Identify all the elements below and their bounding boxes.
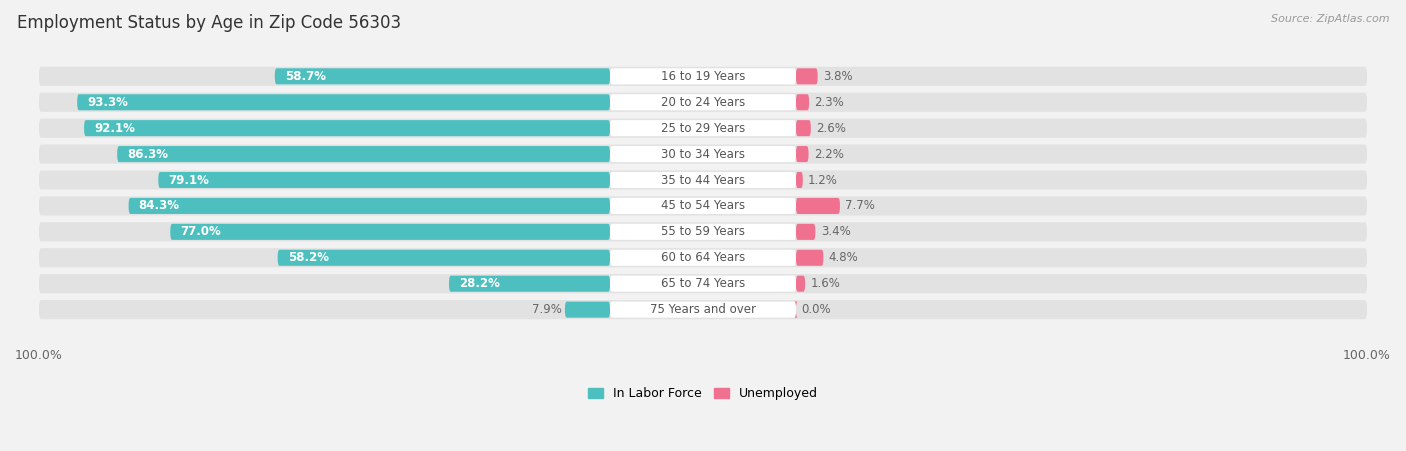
FancyBboxPatch shape: [610, 276, 796, 292]
FancyBboxPatch shape: [39, 196, 1367, 216]
FancyBboxPatch shape: [796, 120, 811, 136]
Text: 20 to 24 Years: 20 to 24 Years: [661, 96, 745, 109]
Text: 35 to 44 Years: 35 to 44 Years: [661, 174, 745, 187]
Text: 2.2%: 2.2%: [814, 147, 844, 161]
Text: 1.6%: 1.6%: [810, 277, 841, 290]
FancyBboxPatch shape: [128, 198, 610, 214]
FancyBboxPatch shape: [610, 172, 796, 188]
Legend: In Labor Force, Unemployed: In Labor Force, Unemployed: [588, 387, 818, 400]
FancyBboxPatch shape: [39, 300, 1367, 319]
FancyBboxPatch shape: [796, 146, 808, 162]
Text: 7.9%: 7.9%: [531, 303, 561, 316]
Text: 75 Years and over: 75 Years and over: [650, 303, 756, 316]
Text: 79.1%: 79.1%: [169, 174, 209, 187]
Text: 28.2%: 28.2%: [458, 277, 499, 290]
FancyBboxPatch shape: [39, 119, 1367, 138]
Text: 30 to 34 Years: 30 to 34 Years: [661, 147, 745, 161]
FancyBboxPatch shape: [39, 144, 1367, 164]
Text: Employment Status by Age in Zip Code 56303: Employment Status by Age in Zip Code 563…: [17, 14, 401, 32]
Text: 92.1%: 92.1%: [94, 122, 135, 135]
FancyBboxPatch shape: [84, 120, 610, 136]
FancyBboxPatch shape: [39, 222, 1367, 241]
FancyBboxPatch shape: [796, 250, 824, 266]
Text: 3.4%: 3.4%: [821, 226, 851, 238]
FancyBboxPatch shape: [796, 198, 839, 214]
FancyBboxPatch shape: [610, 250, 796, 266]
FancyBboxPatch shape: [796, 172, 803, 188]
FancyBboxPatch shape: [39, 274, 1367, 293]
FancyBboxPatch shape: [39, 248, 1367, 267]
FancyBboxPatch shape: [274, 68, 610, 84]
Text: 1.2%: 1.2%: [808, 174, 838, 187]
FancyBboxPatch shape: [610, 120, 796, 136]
Text: 58.7%: 58.7%: [285, 70, 326, 83]
Text: 3.8%: 3.8%: [823, 70, 852, 83]
Text: 2.3%: 2.3%: [814, 96, 844, 109]
Text: 25 to 29 Years: 25 to 29 Years: [661, 122, 745, 135]
FancyBboxPatch shape: [610, 302, 796, 318]
FancyBboxPatch shape: [117, 146, 610, 162]
Text: Source: ZipAtlas.com: Source: ZipAtlas.com: [1271, 14, 1389, 23]
Text: 2.6%: 2.6%: [815, 122, 846, 135]
Text: 4.8%: 4.8%: [828, 251, 859, 264]
FancyBboxPatch shape: [277, 250, 610, 266]
Text: 93.3%: 93.3%: [87, 96, 128, 109]
Text: 58.2%: 58.2%: [288, 251, 329, 264]
FancyBboxPatch shape: [796, 94, 808, 110]
Text: 7.7%: 7.7%: [845, 199, 875, 212]
FancyBboxPatch shape: [77, 94, 610, 110]
FancyBboxPatch shape: [449, 276, 610, 292]
Text: 45 to 54 Years: 45 to 54 Years: [661, 199, 745, 212]
FancyBboxPatch shape: [796, 276, 806, 292]
Text: 0.0%: 0.0%: [801, 303, 831, 316]
FancyBboxPatch shape: [796, 68, 818, 84]
FancyBboxPatch shape: [610, 198, 796, 214]
FancyBboxPatch shape: [159, 172, 610, 188]
FancyBboxPatch shape: [565, 302, 610, 318]
Text: 77.0%: 77.0%: [180, 226, 221, 238]
FancyBboxPatch shape: [170, 224, 610, 240]
FancyBboxPatch shape: [610, 94, 796, 110]
Text: 55 to 59 Years: 55 to 59 Years: [661, 226, 745, 238]
FancyBboxPatch shape: [39, 92, 1367, 112]
Text: 65 to 74 Years: 65 to 74 Years: [661, 277, 745, 290]
FancyBboxPatch shape: [39, 67, 1367, 86]
FancyBboxPatch shape: [39, 170, 1367, 189]
Text: 60 to 64 Years: 60 to 64 Years: [661, 251, 745, 264]
Text: 16 to 19 Years: 16 to 19 Years: [661, 70, 745, 83]
FancyBboxPatch shape: [794, 302, 797, 318]
FancyBboxPatch shape: [610, 146, 796, 162]
FancyBboxPatch shape: [610, 68, 796, 84]
FancyBboxPatch shape: [610, 224, 796, 240]
Text: 86.3%: 86.3%: [127, 147, 169, 161]
Text: 84.3%: 84.3%: [139, 199, 180, 212]
FancyBboxPatch shape: [796, 224, 815, 240]
